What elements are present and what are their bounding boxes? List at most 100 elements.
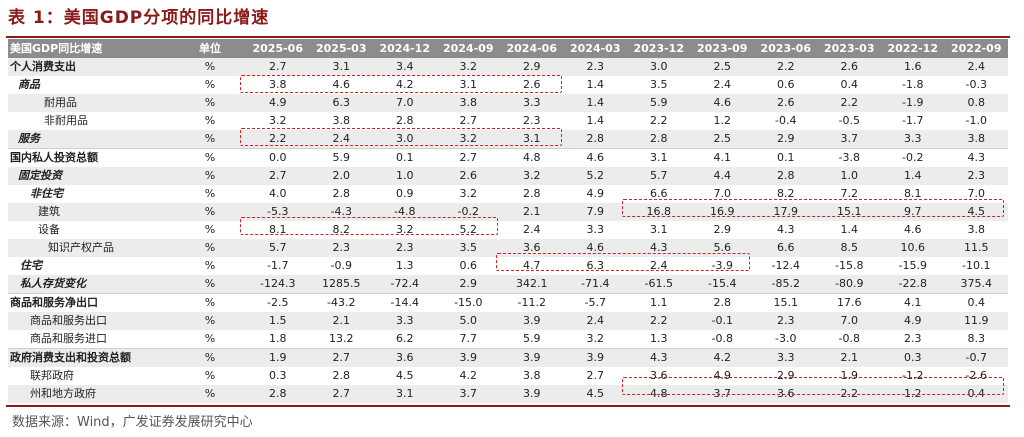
unit-cell: % [204, 259, 216, 272]
table-row: 设备% 8.1 8.2 3.2 5.2 2.4 3.3 3.1 2.9 4.3 1.4 4.6 3.8 [8, 221, 1008, 239]
value-cell: 3.2 [563, 330, 627, 349]
value-cell: 1.4 [563, 94, 627, 112]
value-cell: 0.4 [944, 385, 1008, 403]
unit-cell: % [204, 114, 216, 127]
value-cell: 4.9 [713, 369, 732, 382]
value-cell: -15.0 [454, 296, 483, 309]
value-cell: -1.7 [902, 114, 924, 127]
value-cell: 4.6 [690, 94, 754, 112]
value-cell: 4.3 [627, 239, 691, 257]
value-cell: 1.4 [586, 114, 605, 127]
value-cell: 2.7 [246, 167, 310, 185]
value-cell: 4.2 [690, 348, 754, 367]
value-cell: 1.2 [713, 114, 732, 127]
table-row: 非耐用品% 3.2 3.8 2.8 2.7 2.3 1.4 2.2 1.2 -0.4 -0.5 -1.… [8, 112, 1008, 130]
value-cell: 2.4 [713, 78, 732, 91]
value-cell: 3.7 [817, 130, 881, 149]
value-cell: 2.3 [754, 312, 818, 330]
value-cell: 5.2 [563, 167, 627, 185]
value-cell: 7.0 [373, 94, 437, 112]
value-cell: 5.7 [627, 167, 691, 185]
value-cell: -4.3 [309, 203, 373, 221]
value-cell: 2.5 [690, 58, 754, 76]
value-cell: 3.7 [436, 385, 500, 403]
value-cell: 2.8 [713, 296, 732, 309]
value-cell: -71.4 [563, 275, 627, 294]
value-cell: 2.6 [754, 94, 818, 112]
footer-rule [6, 405, 1010, 407]
unit-cell: % [174, 167, 246, 185]
value-cell: 15.1 [773, 296, 799, 309]
row-label: 商品和服务进口 [8, 330, 174, 349]
value-cell: -1.0 [965, 114, 987, 127]
value-cell: 0.3 [269, 369, 287, 382]
value-cell: 4.4 [690, 167, 754, 185]
value-cell: 2.4 [523, 223, 541, 236]
value-cell: 6.6 [650, 187, 668, 200]
value-cell: -22.8 [881, 275, 945, 294]
value-cell: 1.4 [840, 223, 859, 236]
unit-cell: % [204, 187, 216, 200]
column-header: 2023-09 [690, 39, 754, 58]
gdp-growth-table: 美国GDP同比增速 单位 2025-06 2025-03 2024-12 202… [8, 39, 1008, 403]
unit-cell: % [174, 312, 246, 330]
unit-cell: % [174, 94, 246, 112]
value-cell: 4.5 [563, 385, 627, 403]
value-cell: 2.9 [777, 369, 795, 382]
row-label: 非耐用品 [44, 114, 88, 127]
row-label: 知识产权产品 [8, 239, 174, 257]
value-cell: 2.3 [373, 239, 437, 257]
value-cell: -1.8 [902, 78, 924, 91]
value-cell: 2.3 [563, 58, 627, 76]
value-cell: 3.2 [459, 187, 478, 200]
value-cell: -2.6 [965, 369, 987, 382]
unit-cell: % [204, 151, 216, 164]
value-cell: 2.8 [246, 385, 310, 403]
value-cell: -0.1 [690, 312, 754, 330]
value-cell: -0.4 [775, 114, 797, 127]
value-cell: 1.8 [246, 330, 310, 349]
value-cell: 2.6 [817, 58, 881, 76]
value-cell: 2.7 [309, 348, 373, 367]
row-label: 建筑 [8, 203, 174, 221]
table-row: 非住宅% 4.0 2.8 0.9 3.2 2.8 4.9 6.6 7.0 8.2 7.2 8.1 7.0 [8, 185, 1008, 203]
value-cell: 2.9 [713, 223, 732, 236]
value-cell: 0.9 [396, 187, 414, 200]
value-cell: 4.5 [396, 369, 414, 382]
value-cell: 2.7 [246, 58, 310, 76]
value-cell: 8.5 [817, 239, 881, 257]
row-label: 州和地方政府 [8, 385, 174, 403]
value-cell: 5.7 [246, 239, 310, 257]
value-cell: 2.4 [309, 130, 373, 149]
value-cell: 2.8 [563, 130, 627, 149]
value-cell: 3.9 [500, 312, 564, 330]
value-cell: 1.3 [627, 330, 691, 349]
value-cell: 4.3 [627, 348, 691, 367]
column-header: 2025-06 [246, 39, 310, 58]
unit-cell: % [204, 296, 216, 309]
value-cell: 0.6 [459, 259, 478, 272]
value-cell: -124.3 [246, 275, 310, 294]
value-cell: 2.2 [246, 130, 310, 149]
table-row: 州和地方政府% 2.8 2.7 3.1 3.7 3.9 4.5 4.8 3.7 3.6 2.2 1.2… [8, 385, 1008, 403]
value-cell: 4.2 [396, 78, 414, 91]
value-cell: 2.5 [690, 130, 754, 149]
value-cell: 2.4 [650, 259, 668, 272]
value-cell: 3.6 [754, 385, 818, 403]
value-cell: 2.8 [627, 130, 691, 149]
value-cell: 10.6 [881, 239, 945, 257]
value-cell: 3.8 [269, 78, 287, 91]
value-cell: 2.9 [436, 275, 500, 294]
value-cell: -0.2 [902, 151, 924, 164]
value-cell: 3.1 [309, 58, 373, 76]
title-rule [6, 36, 1010, 38]
value-cell: 13.2 [309, 330, 373, 349]
value-cell: 4.0 [269, 187, 287, 200]
value-cell: -0.7 [944, 348, 1008, 367]
row-label: 商品和服务净出口 [10, 296, 98, 309]
value-cell: -0.9 [330, 259, 352, 272]
value-cell: 3.8 [967, 223, 986, 236]
row-label: 私人存货变化 [8, 275, 174, 294]
value-cell: 17.6 [837, 296, 862, 309]
